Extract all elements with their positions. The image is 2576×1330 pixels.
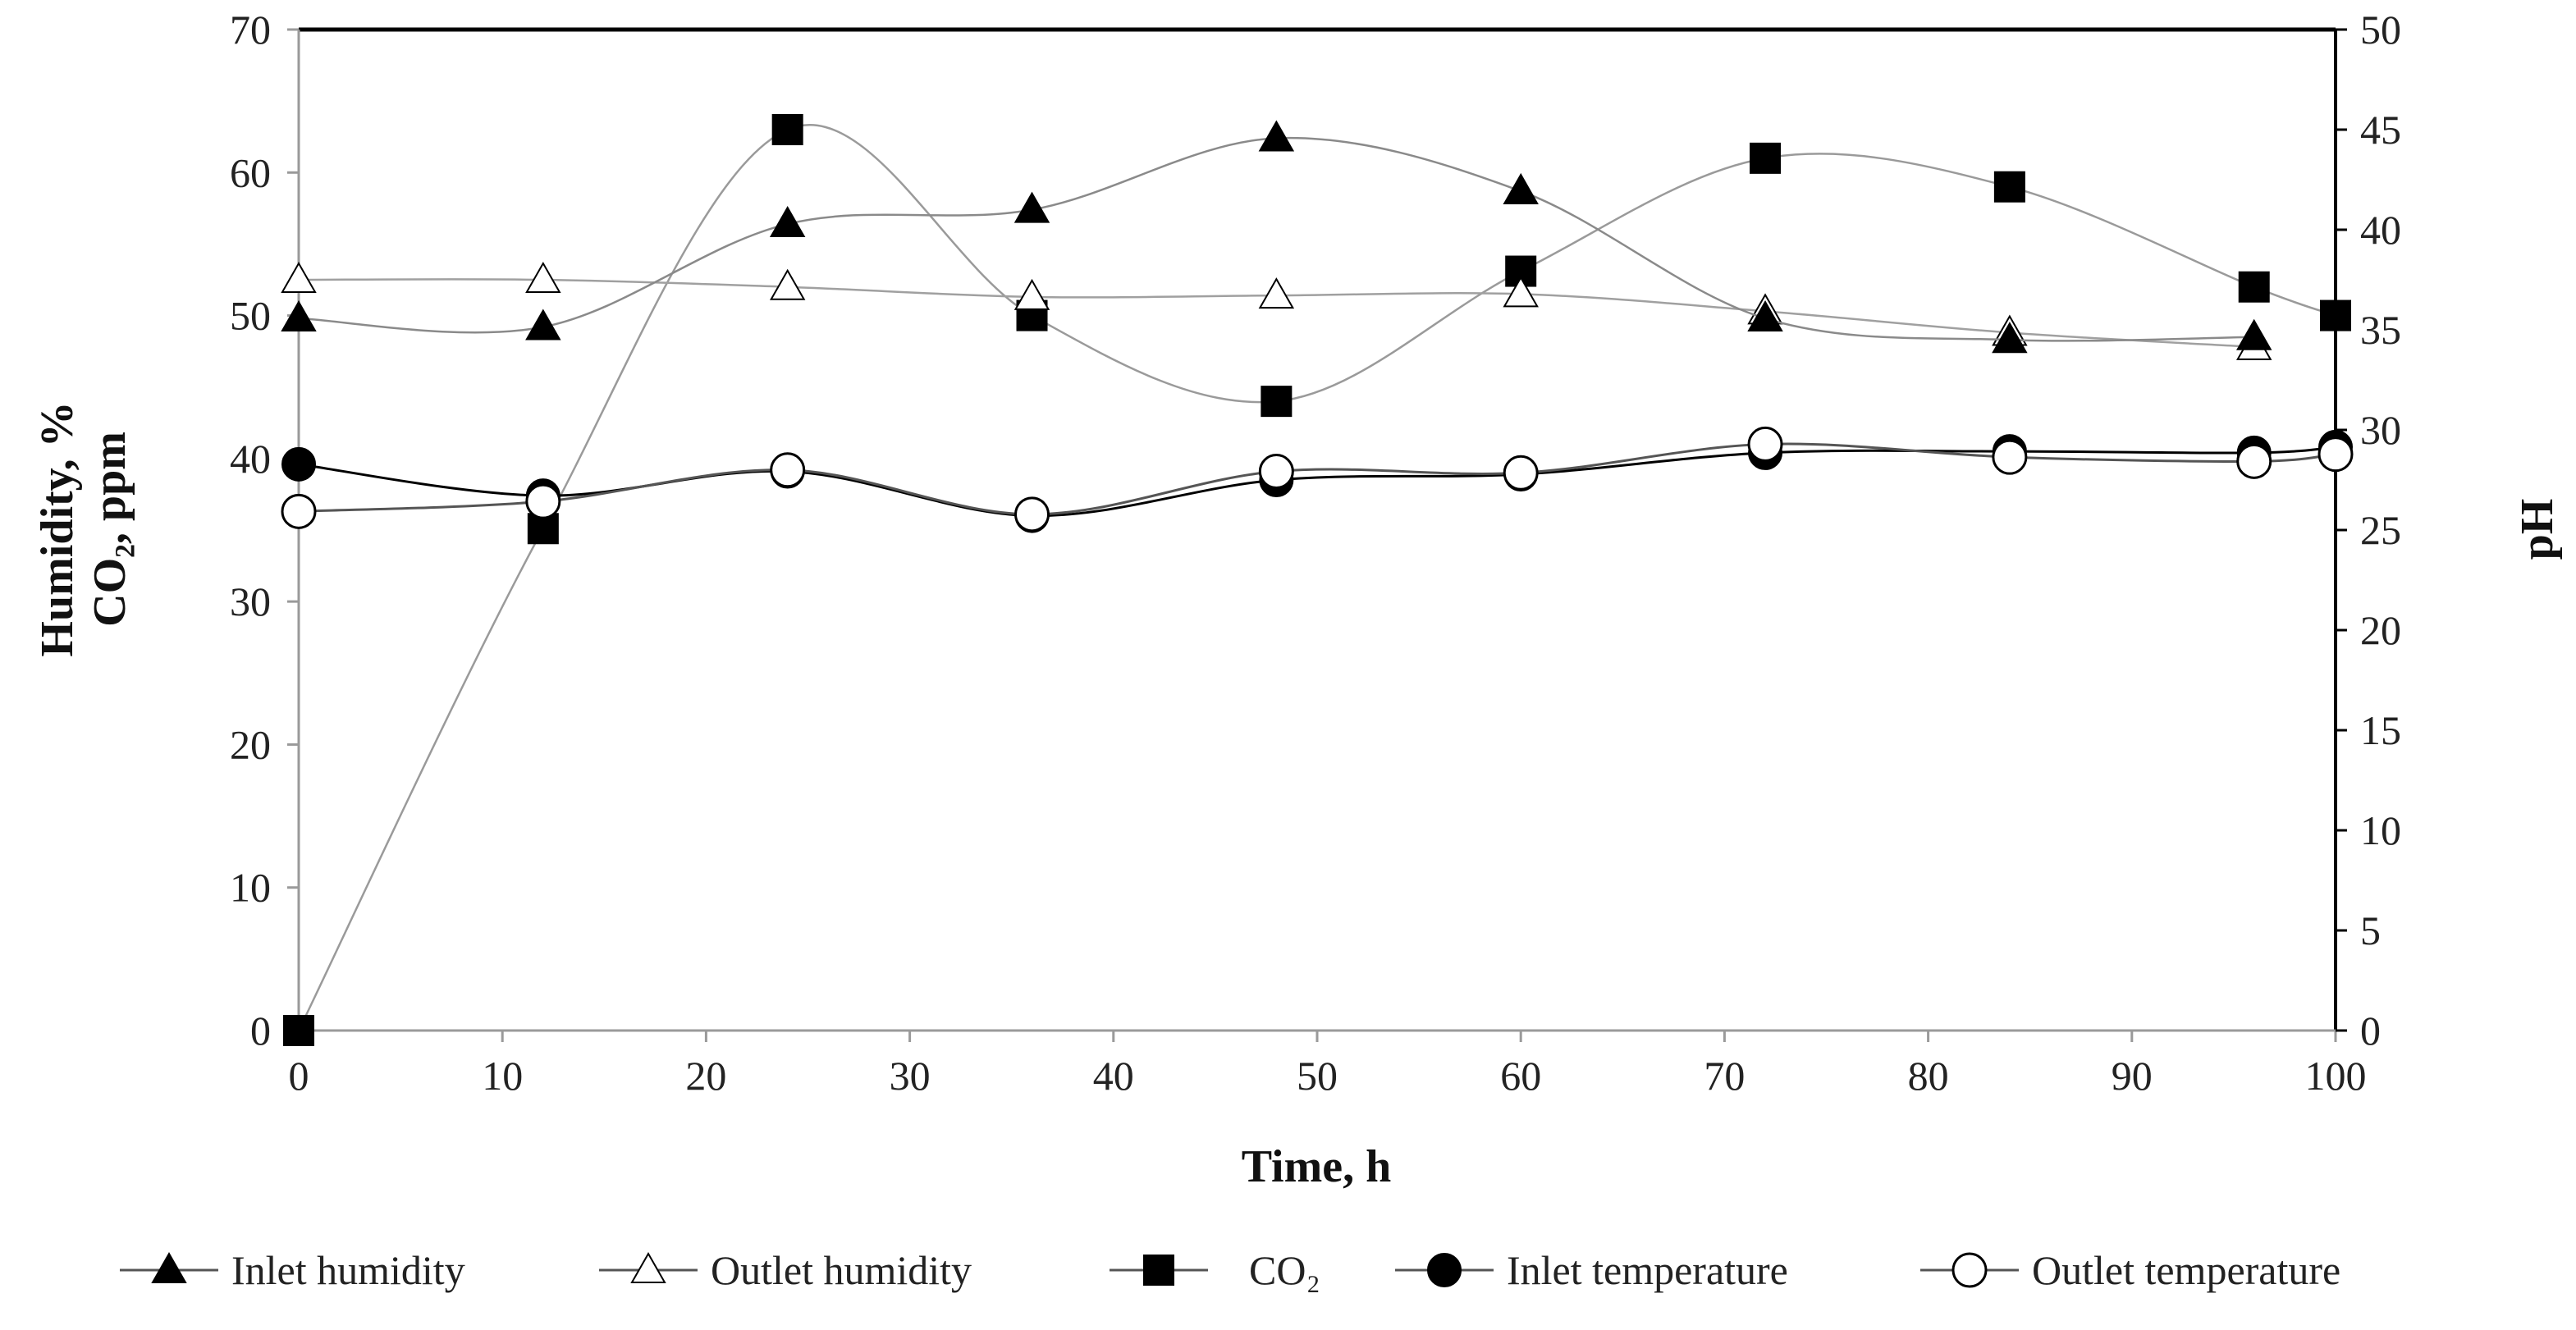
x-axis-title: Time, h	[1242, 1141, 1392, 1192]
legend-label: Outlet temperature	[2032, 1247, 2340, 1293]
legend: Inlet humidity Outlet humidity CO₂ Inlet te…	[120, 1247, 2340, 1293]
data-point-co	[771, 114, 803, 145]
data-point-outlet-temperature	[2317, 436, 2354, 473]
data-point-inlet-humidity	[1258, 120, 1295, 152]
right-y-tick-label: 25	[2360, 507, 2401, 553]
left-y-tick-label: 10	[230, 865, 271, 911]
x-tick-label: 0	[289, 1053, 309, 1099]
series-line-inlet-humidity	[298, 136, 2254, 342]
legend-label: Inlet temperature	[1507, 1247, 1788, 1293]
x-tick-label: 80	[1908, 1053, 1949, 1099]
right-y-tick-label: 10	[2360, 807, 2401, 853]
data-point-inlet-humidity	[1013, 191, 1050, 223]
x-tick-label: 90	[2112, 1053, 2153, 1099]
x-tick-label: 40	[1093, 1053, 1134, 1099]
data-point-co	[283, 1015, 314, 1046]
left-y-axis-ticks: 0 10 20 30 40 50 60 70	[230, 7, 299, 1053]
data-point-co	[2238, 271, 2270, 303]
left-y-tick-label: 20	[230, 721, 271, 767]
legend-item: CO₂	[1110, 1247, 1320, 1293]
right-y-tick-label: 35	[2360, 307, 2401, 353]
legend-marker	[1143, 1255, 1174, 1286]
right-y-tick-label: 50	[2360, 7, 2401, 53]
data-point-inlet-humidity	[525, 309, 561, 340]
x-axis-ticks: 0 10 20 30 40 50 60 70 80 90 100	[289, 1031, 2367, 1099]
data-point-co	[2320, 299, 2351, 331]
data-point-outlet-humidity	[281, 261, 317, 293]
x-tick-label: 50	[1297, 1053, 1338, 1099]
data-point-outlet-humidity	[1503, 276, 1539, 308]
left-y-tick-label: 40	[230, 436, 271, 482]
series-inlet-humidity	[281, 120, 2272, 354]
legend-label: Inlet humidity	[231, 1247, 465, 1293]
right-y-tick-label: 5	[2360, 907, 2381, 953]
series-inlet-temperature	[281, 429, 2353, 533]
series-layer	[281, 114, 2354, 1046]
data-point-outlet-humidity	[1258, 277, 1295, 309]
data-point-inlet-humidity	[1747, 300, 1783, 332]
left-y-tick-label: 0	[250, 1008, 271, 1053]
x-tick-label: 100	[2305, 1053, 2367, 1099]
data-point-outlet-temperature	[1014, 496, 1050, 532]
legend-marker	[1427, 1253, 1462, 1287]
right-y-tick-label: 30	[2360, 407, 2401, 453]
right-y-axis-title: pH	[2512, 499, 2563, 560]
series-outlet-humidity	[281, 261, 2272, 360]
plot-area	[297, 27, 2337, 1032]
data-point-outlet-humidity	[525, 261, 561, 293]
legend-label: Outlet humidity	[711, 1247, 972, 1293]
left-y-axis-title-line1: Humidity, %	[32, 401, 83, 656]
x-tick-label: 70	[1704, 1053, 1745, 1099]
legend-label: CO₂	[1249, 1247, 1320, 1293]
right-y-axis-ticks: 0 5 10 15 20 25 30 35 40 45 50	[2336, 7, 2401, 1053]
right-y-tick-label: 40	[2360, 207, 2401, 253]
legend-marker	[151, 1251, 187, 1283]
data-point-inlet-temperature	[281, 446, 316, 482]
data-point-co	[1261, 386, 1293, 418]
data-point-co	[1993, 171, 2025, 203]
x-tick-label: 60	[1500, 1053, 1541, 1099]
legend-marker	[1951, 1252, 1988, 1288]
x-tick-label: 20	[685, 1053, 726, 1099]
data-point-outlet-temperature	[1747, 426, 1783, 462]
data-point-outlet-temperature	[1503, 455, 1539, 491]
data-point-outlet-humidity	[769, 268, 806, 300]
data-point-inlet-humidity	[1503, 172, 1539, 204]
left-y-tick-label: 30	[230, 578, 271, 624]
data-point-outlet-temperature	[1258, 454, 1294, 490]
left-y-tick-label: 50	[230, 293, 271, 339]
data-point-inlet-humidity	[2235, 318, 2272, 350]
data-point-outlet-humidity	[1013, 278, 1050, 310]
data-point-co	[1750, 142, 1782, 174]
data-point-inlet-humidity	[769, 206, 806, 238]
right-y-tick-label: 20	[2360, 607, 2401, 653]
data-point-outlet-temperature	[1992, 439, 2028, 475]
x-tick-label: 10	[482, 1053, 523, 1099]
series-line-co	[297, 124, 2336, 1031]
legend-item: Inlet temperature	[1395, 1247, 1788, 1293]
legend-marker	[630, 1251, 666, 1283]
data-point-outlet-temperature	[770, 452, 806, 488]
legend-item: Outlet humidity	[599, 1247, 972, 1293]
series-co	[283, 114, 2351, 1046]
data-point-inlet-humidity	[1992, 322, 2028, 354]
data-point-inlet-humidity	[281, 300, 317, 332]
data-point-outlet-temperature	[525, 483, 561, 519]
right-y-tick-label: 0	[2360, 1008, 2381, 1053]
legend-item: Outlet temperature	[1920, 1247, 2340, 1293]
data-point-outlet-temperature	[281, 493, 317, 529]
series-outlet-temperature	[281, 426, 2354, 532]
series-line-outlet-temperature	[298, 442, 2336, 516]
left-y-tick-label: 70	[230, 7, 271, 53]
left-y-tick-label: 60	[230, 149, 271, 195]
right-y-tick-label: 15	[2360, 707, 2401, 753]
right-y-tick-label: 45	[2360, 107, 2401, 153]
legend-item: Inlet humidity	[120, 1247, 465, 1293]
data-point-outlet-temperature	[2236, 443, 2272, 479]
x-tick-label: 30	[890, 1053, 931, 1099]
left-y-axis-title-line2: CO₂, ppm	[85, 432, 135, 627]
